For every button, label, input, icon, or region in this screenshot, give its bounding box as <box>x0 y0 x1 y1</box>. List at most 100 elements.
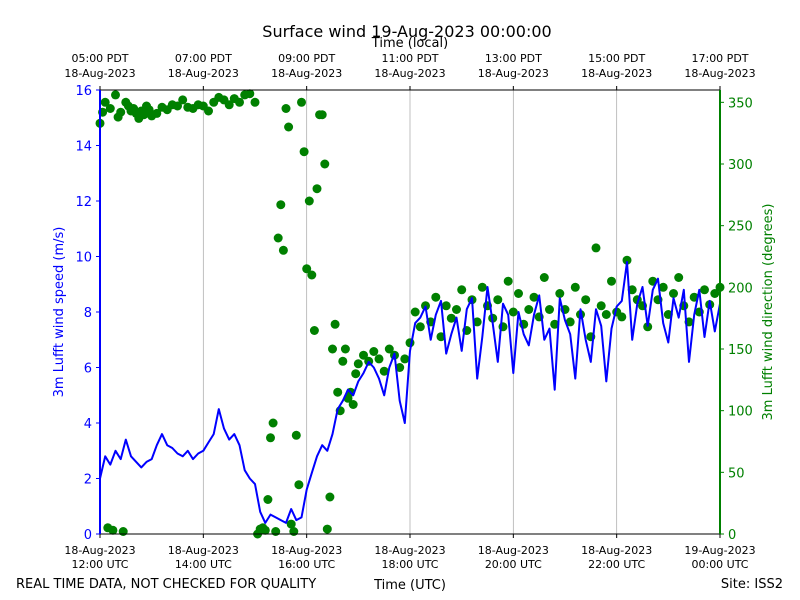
left-tick-label: 14 <box>75 140 92 155</box>
direction-point <box>178 95 188 105</box>
top-tick-time: 09:00 PDT <box>278 52 335 65</box>
direction-point <box>317 110 327 120</box>
direction-point <box>395 363 405 372</box>
direction-point <box>379 366 389 376</box>
direction-point <box>529 292 539 302</box>
direction-point <box>322 524 332 534</box>
direction-point <box>204 106 213 116</box>
direction-point <box>539 273 549 282</box>
direction-point <box>320 159 330 169</box>
direction-point <box>105 104 115 113</box>
left-tick-label: 16 <box>75 84 92 99</box>
direction-point <box>674 273 684 282</box>
speed-series-line <box>99 261 721 524</box>
top-tick-date: 18-Aug-2023 <box>64 67 135 80</box>
right-tick-label: 0 <box>728 528 736 543</box>
direction-point <box>263 495 273 504</box>
left-tick-label: 8 <box>84 306 92 321</box>
direction-point <box>607 276 616 286</box>
left-tick-label: 0 <box>84 528 92 543</box>
top-tick-date: 18-Aug-2023 <box>374 67 445 80</box>
direction-point <box>273 233 283 243</box>
direction-point <box>472 317 482 327</box>
top-tick-time: 07:00 PDT <box>175 52 232 65</box>
direction-point <box>622 255 632 265</box>
direction-point <box>100 97 110 107</box>
direction-point <box>245 89 255 99</box>
direction-point <box>503 276 513 286</box>
direction-point <box>524 305 534 314</box>
direction-point <box>260 525 270 535</box>
direction-point <box>286 519 296 529</box>
direction-point <box>570 282 580 292</box>
direction-point <box>596 301 606 311</box>
direction-point <box>304 196 314 206</box>
top-tick-time: 15:00 PDT <box>588 52 645 65</box>
direction-point <box>700 285 709 295</box>
direction-point <box>555 289 565 298</box>
direction-point <box>307 270 317 280</box>
direction-point <box>400 354 410 364</box>
direction-point <box>266 433 275 443</box>
top-tick-date: 18-Aug-2023 <box>478 67 549 80</box>
y-axis-left-label: 3m Lufft wind speed (m/s) <box>52 227 67 398</box>
direction-point <box>581 295 591 305</box>
top-axis-ticks: 05:00 PDT 18-Aug-2023 07:00 PDT 18-Aug-2023… <box>64 52 756 90</box>
bottom-tick-date: 18-Aug-2023 <box>271 544 342 557</box>
direction-point <box>118 527 128 536</box>
direction-point <box>340 344 350 354</box>
direction-point <box>493 295 503 305</box>
bottom-tick-date: 18-Aug-2023 <box>168 544 239 557</box>
right-tick-label: 300 <box>728 158 753 173</box>
direction-point <box>108 525 118 535</box>
direction-point <box>410 307 420 317</box>
bottom-tick-time: 18:00 UTC <box>381 558 438 571</box>
direction-point <box>710 289 720 298</box>
top-tick-date: 18-Aug-2023 <box>168 67 239 80</box>
direction-point <box>353 359 363 369</box>
direction-point <box>359 350 368 360</box>
direction-point <box>658 282 668 292</box>
direction-point <box>508 307 518 317</box>
right-tick-label: 250 <box>728 220 753 235</box>
left-tick-label: 4 <box>84 417 92 432</box>
top-axis-label: Time (local) <box>371 36 448 51</box>
direction-point <box>441 301 451 311</box>
direction-point <box>384 344 394 354</box>
direction-point <box>325 492 335 502</box>
bottom-tick-date: 19-Aug-2023 <box>684 544 755 557</box>
right-tick-label: 200 <box>728 281 753 296</box>
bottom-tick-time: 00:00 UTC <box>691 558 748 571</box>
direction-point <box>116 107 126 117</box>
direction-point <box>550 319 560 329</box>
direction-point <box>436 332 446 342</box>
direction-point <box>250 97 260 107</box>
direction-point <box>278 245 288 255</box>
top-tick-time: 13:00 PDT <box>485 52 542 65</box>
direction-point <box>294 480 304 490</box>
x-axis-label: Time (UTC) <box>373 578 446 593</box>
direction-point <box>299 147 309 157</box>
direction-point <box>669 289 678 298</box>
direction-point <box>312 184 322 194</box>
direction-point <box>224 100 234 110</box>
direction-point <box>268 418 278 428</box>
direction-point <box>457 285 467 295</box>
left-tick-label: 2 <box>84 473 92 488</box>
direction-point <box>309 326 319 335</box>
direction-point <box>374 354 384 364</box>
direction-point <box>330 319 340 329</box>
direction-point <box>284 122 294 132</box>
direction-point <box>281 104 291 113</box>
bottom-tick-time: 22:00 UTC <box>588 558 645 571</box>
right-axis-ticks: 0 50 100 150 200 250 300 350 <box>720 96 753 543</box>
direction-point <box>477 282 487 292</box>
direction-point <box>545 305 554 314</box>
footer-site-label: Site: ISS2 <box>721 577 783 592</box>
top-tick-time: 11:00 PDT <box>381 52 438 65</box>
direction-point <box>617 312 627 322</box>
bottom-tick-time: 16:00 UTC <box>278 558 335 571</box>
bottom-tick-date: 18-Aug-2023 <box>581 544 652 557</box>
direction-point <box>431 292 441 302</box>
